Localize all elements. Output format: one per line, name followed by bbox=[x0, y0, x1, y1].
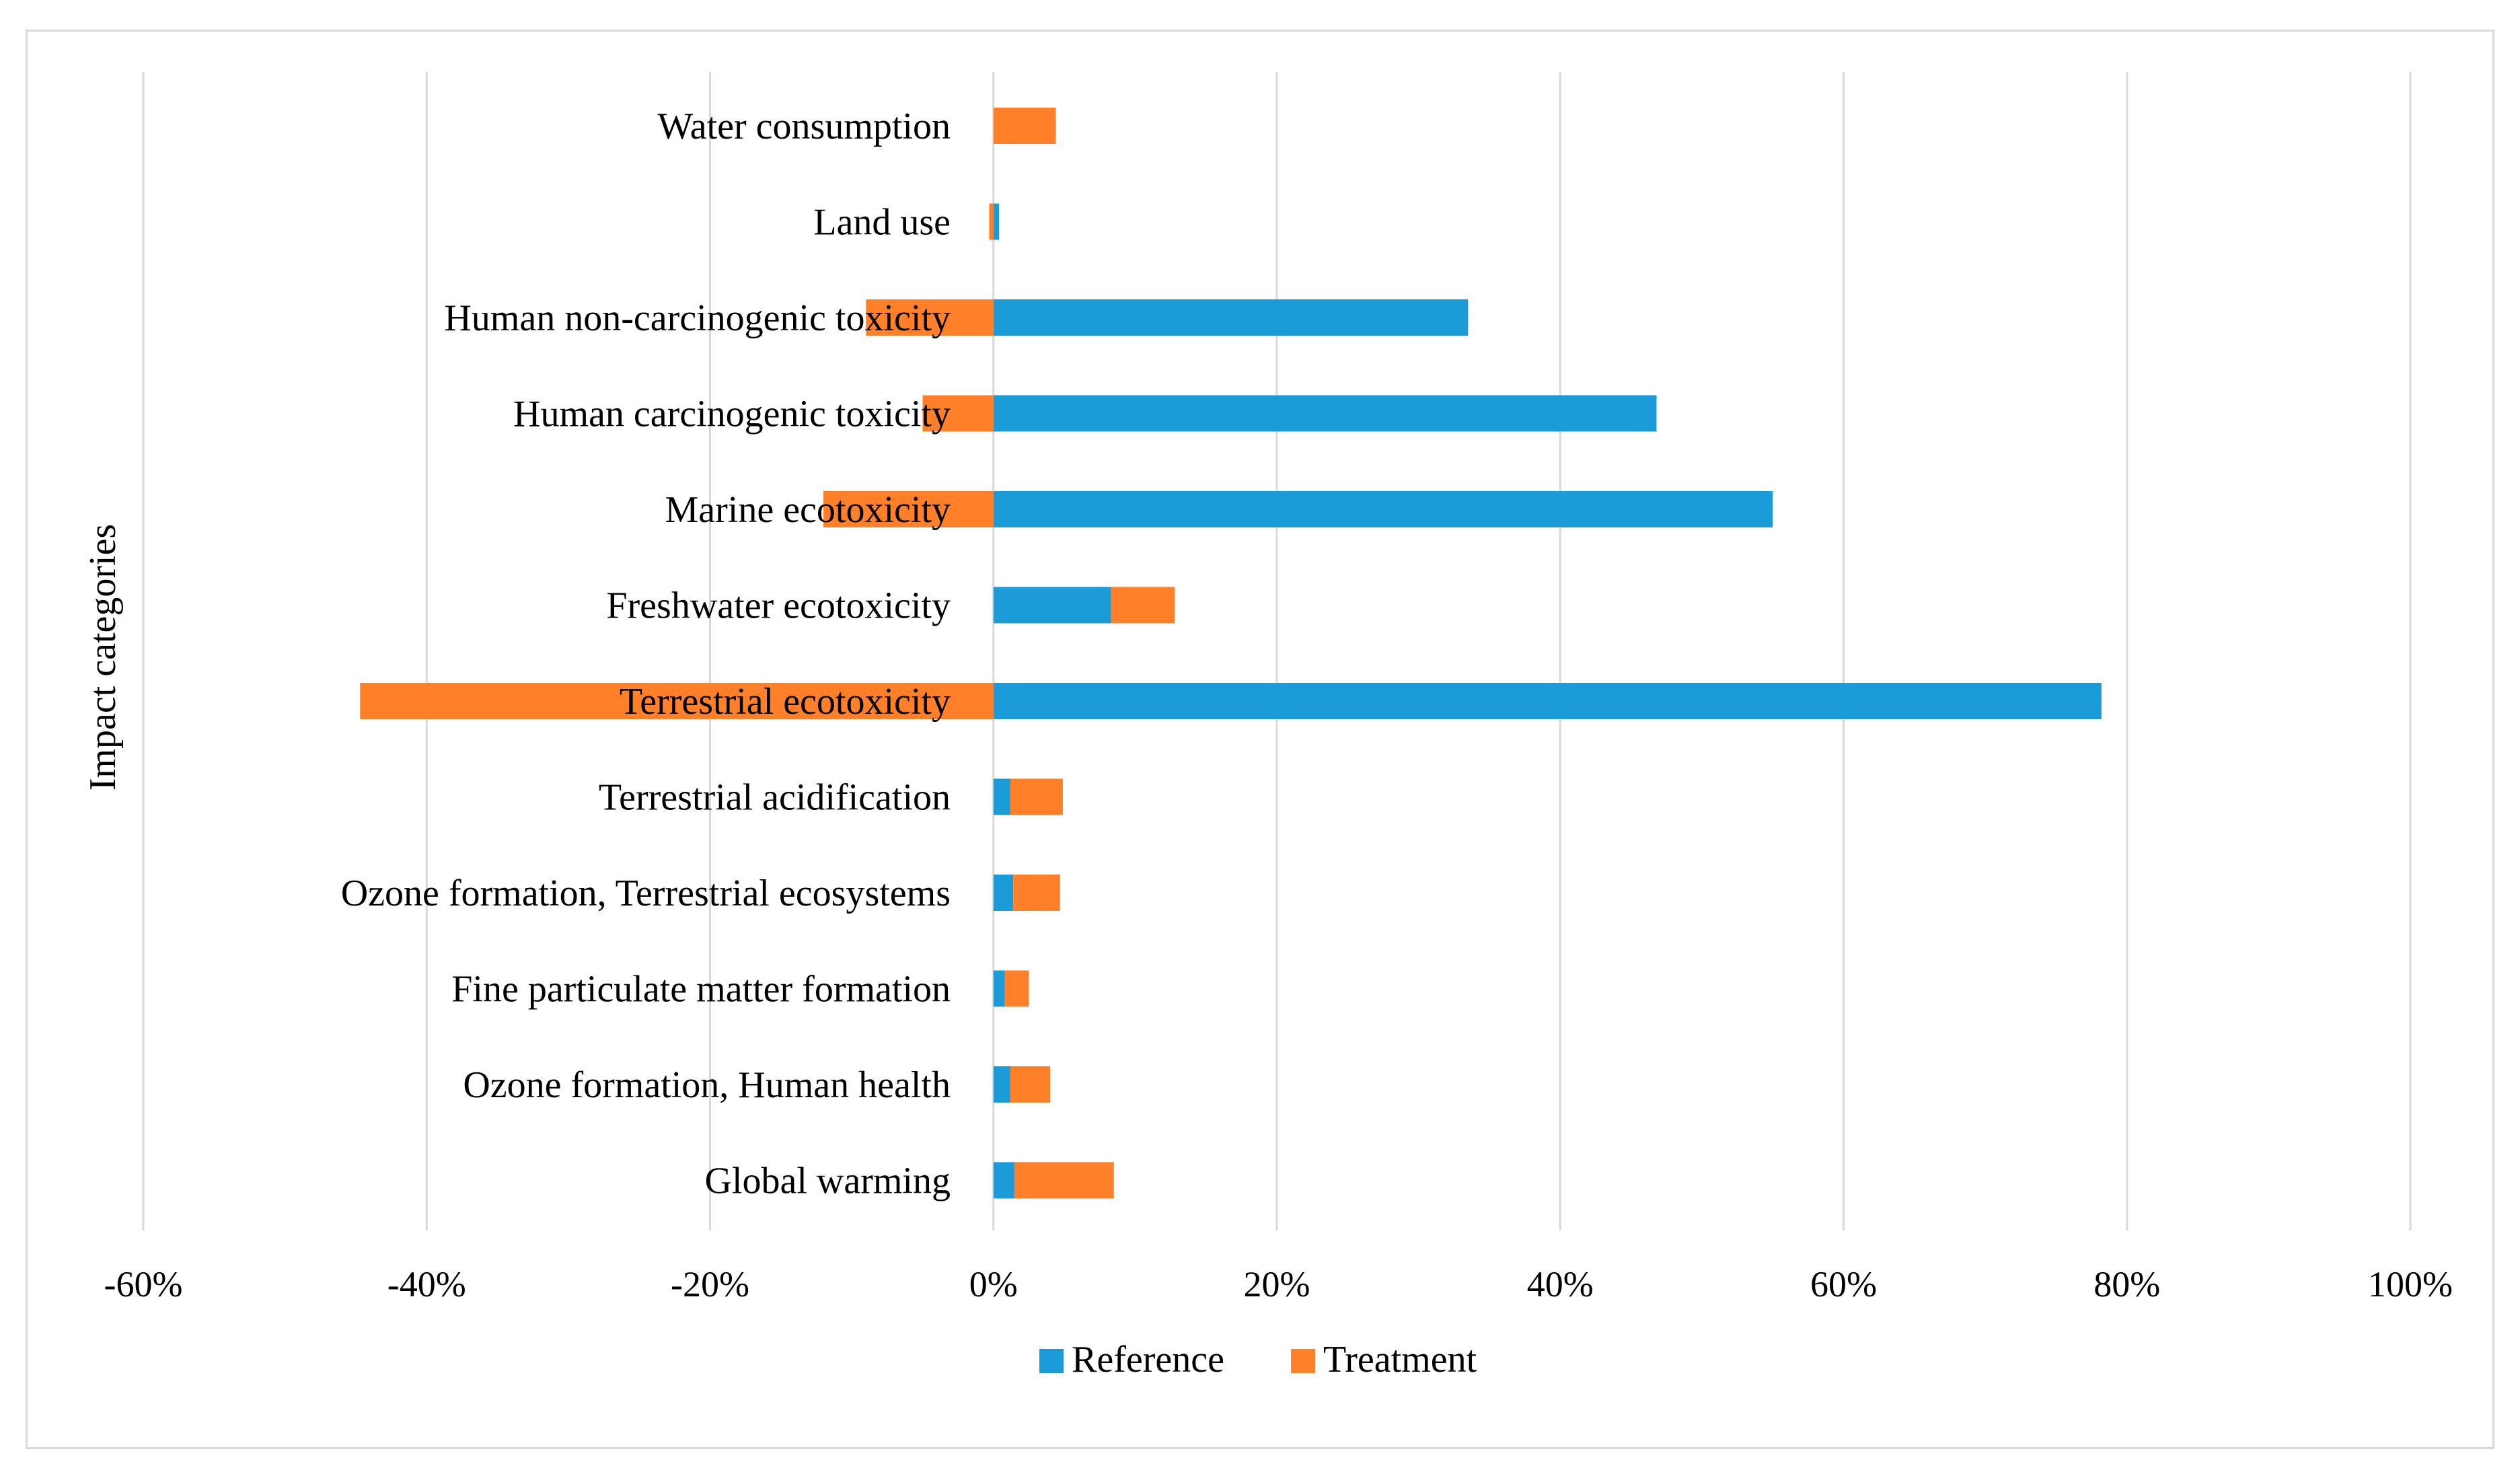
category-labels: Water consumption Land use Human non-carci… bbox=[341, 106, 951, 1202]
bar-treatment-8 bbox=[1013, 875, 1060, 911]
x-tick-label: 100% bbox=[2368, 1264, 2453, 1304]
x-tick-label: -40% bbox=[387, 1264, 466, 1304]
category-label: Human carcinogenic toxicity bbox=[513, 394, 951, 435]
bar-treatment-6 bbox=[360, 683, 994, 719]
bar-reference-10 bbox=[993, 1066, 1011, 1103]
impact-chart: Water consumption Land use Human non-carci… bbox=[82, 72, 2453, 1380]
bar-reference-2 bbox=[993, 299, 1469, 336]
bar-reference-6 bbox=[993, 683, 2102, 719]
x-tick-label: 20% bbox=[1244, 1264, 1310, 1304]
category-label: Human non-carcinogenic toxicity bbox=[444, 297, 951, 339]
bar-reference-1 bbox=[993, 203, 1000, 240]
category-label: Freshwater ecotoxicity bbox=[606, 585, 951, 627]
x-tick-label: 40% bbox=[1527, 1264, 1594, 1304]
bar-treatment-3 bbox=[922, 395, 994, 432]
bar-reference-7 bbox=[993, 778, 1011, 815]
bar-reference-4 bbox=[993, 491, 1773, 527]
legend-label-reference: Reference bbox=[1072, 1339, 1224, 1380]
category-label: Marine ecotoxicity bbox=[665, 489, 951, 531]
category-label: Fine particulate matter formation bbox=[451, 969, 951, 1010]
category-label: Ozone formation, Human health bbox=[463, 1064, 951, 1106]
bar-treatment-9 bbox=[1004, 970, 1029, 1007]
bars bbox=[360, 108, 2102, 1199]
x-tick-label: 80% bbox=[2093, 1264, 2160, 1304]
bar-reference-3 bbox=[993, 395, 1657, 432]
gridlines bbox=[142, 72, 2412, 1230]
category-label: Land use bbox=[813, 202, 951, 244]
bar-treatment-5 bbox=[1111, 587, 1175, 624]
legend-label-treatment: Treatment bbox=[1323, 1339, 1477, 1380]
y-axis-title: Impact categories bbox=[82, 524, 124, 790]
x-tick-label: -60% bbox=[104, 1264, 183, 1304]
x-tick-label: 0% bbox=[969, 1264, 1018, 1304]
category-label: Terrestrial ecotoxicity bbox=[620, 681, 951, 723]
legend: Reference Treatment bbox=[1039, 1339, 1477, 1380]
category-label: Water consumption bbox=[657, 106, 951, 147]
bar-treatment-4 bbox=[823, 491, 994, 527]
legend-swatch-treatment bbox=[1291, 1349, 1315, 1373]
bar-reference-5 bbox=[993, 587, 1111, 624]
bar-treatment-1 bbox=[989, 203, 994, 240]
bar-treatment-7 bbox=[1010, 778, 1063, 815]
bar-treatment-2 bbox=[866, 299, 994, 336]
x-axis-ticks: -60% -40% -20% 0% 20% 40% 60% 80% 100% bbox=[104, 1264, 2453, 1304]
bar-treatment-11 bbox=[1014, 1162, 1114, 1199]
bar-reference-8 bbox=[993, 875, 1014, 911]
category-label: Terrestrial acidification bbox=[599, 777, 951, 819]
chart-frame: Water consumption Land use Human non-carci… bbox=[26, 30, 2494, 1449]
bar-reference-9 bbox=[993, 970, 1005, 1007]
bar-treatment-10 bbox=[1010, 1066, 1050, 1103]
x-tick-label: 60% bbox=[1810, 1264, 1877, 1304]
category-label: Ozone formation, Terrestrial ecosystems bbox=[341, 873, 951, 914]
legend-swatch-reference bbox=[1039, 1349, 1064, 1373]
bar-treatment-0 bbox=[993, 108, 1056, 144]
x-tick-label: -20% bbox=[671, 1264, 749, 1304]
category-label: Global warming bbox=[705, 1160, 951, 1202]
bar-reference-11 bbox=[993, 1162, 1015, 1199]
